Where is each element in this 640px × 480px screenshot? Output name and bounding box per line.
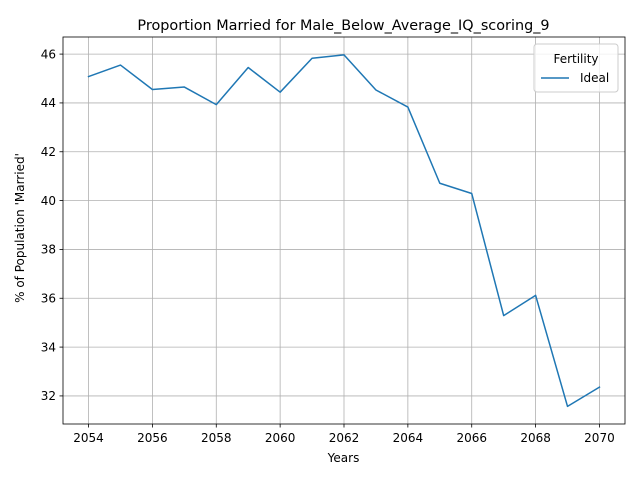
- y-tick-label: 46: [41, 47, 56, 61]
- x-tick-label: 2066: [456, 431, 487, 445]
- chart-title: Proportion Married for Male_Below_Averag…: [137, 18, 549, 34]
- y-tick-label: 42: [41, 145, 56, 159]
- legend: Fertility Ideal: [533, 43, 619, 93]
- y-tick-label: 34: [41, 340, 56, 354]
- series-lines: [87, 54, 601, 408]
- legend-title: Fertility: [553, 52, 598, 66]
- x-tick-label: 2060: [265, 431, 296, 445]
- x-axis-label: Years: [327, 451, 360, 465]
- y-axis-ticks: 32 34 36 38 40 42 44 46: [41, 47, 63, 403]
- x-tick-label: 2062: [329, 431, 360, 445]
- x-tick-label: 2058: [201, 431, 232, 445]
- x-tick-label: 2064: [393, 431, 424, 445]
- y-tick-label: 40: [41, 194, 56, 208]
- x-tick-label: 2054: [73, 431, 104, 445]
- y-axis-label: % of Population 'Married': [13, 153, 27, 303]
- grid-lines: [63, 37, 625, 424]
- y-tick-label: 44: [41, 96, 56, 110]
- y-tick-label: 36: [41, 292, 56, 306]
- x-tick-label: 2070: [584, 431, 615, 445]
- series-line: [87, 54, 601, 408]
- y-tick-label: 32: [41, 389, 56, 403]
- y-tick-label: 38: [41, 243, 56, 257]
- legend-entry-label: Ideal: [580, 71, 609, 85]
- legend-box: [533, 43, 619, 93]
- x-tick-label: 2068: [520, 431, 551, 445]
- x-tick-label: 2056: [137, 431, 168, 445]
- x-axis-ticks: 2054 2056 2058 2060 2062 2064 2066 2068 2070: [73, 424, 615, 445]
